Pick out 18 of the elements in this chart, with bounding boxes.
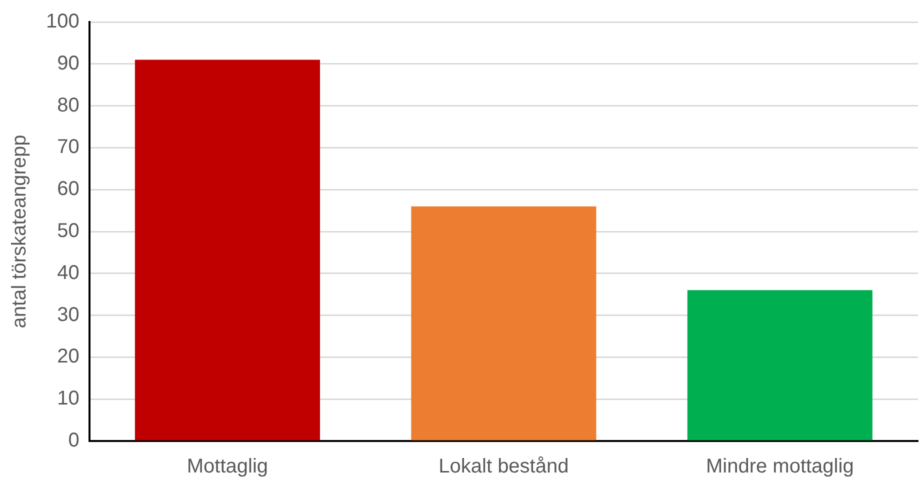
y-axis-title: antal törskateangrepp [8,134,31,328]
y-tick-label: 10 [57,388,80,410]
bar [411,206,596,440]
x-tick-label: Mottaglig [186,456,268,478]
bar [687,290,872,440]
y-tick-label: 80 [57,94,80,116]
x-tick-label: Lokalt bestånd [438,456,569,478]
y-tick-label: 20 [57,346,80,368]
y-tick-label: 70 [57,136,80,158]
y-tick-label: 40 [57,262,80,284]
y-tick-label: 60 [57,178,80,200]
x-tick-label: Mindre mottaglig [706,456,854,478]
y-tick-label: 100 [46,10,80,33]
bar [134,60,320,440]
y-tick-label: 90 [57,52,80,74]
y-tick-label: 0 [68,430,80,452]
y-tick-label: 30 [57,304,80,326]
y-tick-label: 50 [57,220,80,242]
